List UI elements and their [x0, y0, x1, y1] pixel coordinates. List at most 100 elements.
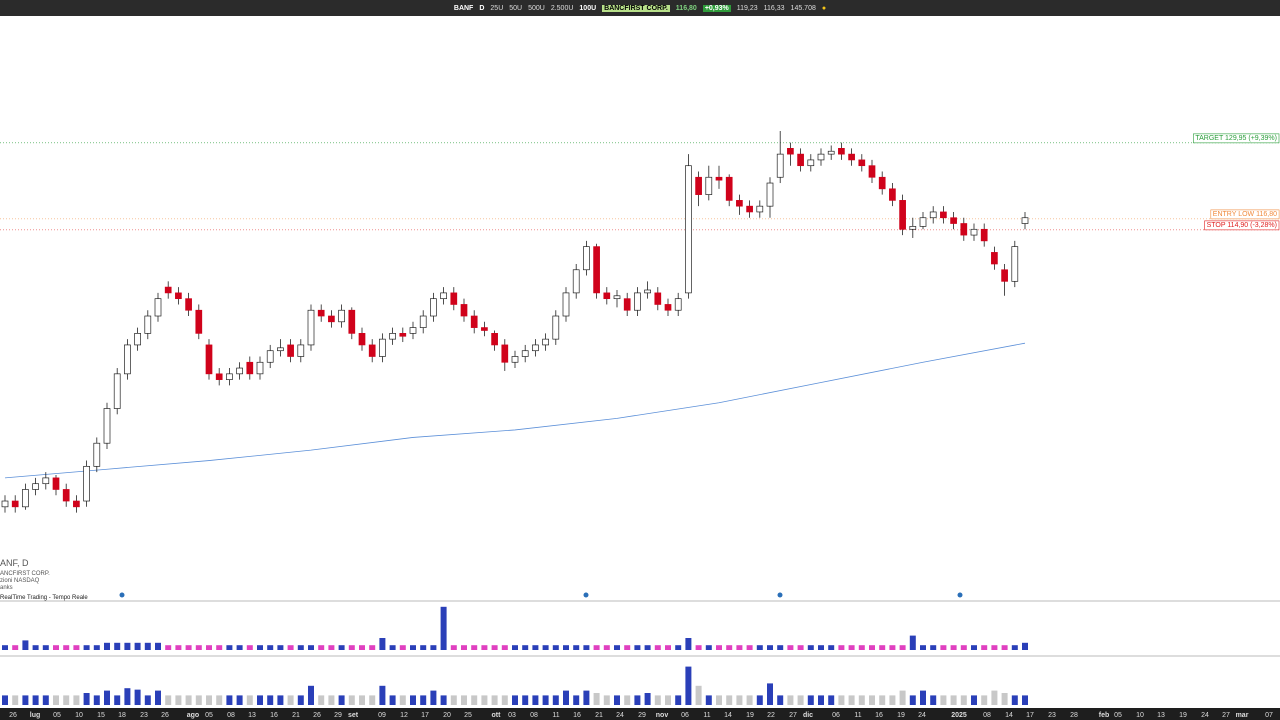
volume-bar [899, 690, 906, 705]
volume-bar [440, 606, 447, 650]
volume-bar [399, 695, 406, 705]
candle-body [226, 373, 233, 380]
volume-bar [705, 695, 712, 705]
candle-body [766, 182, 774, 207]
x-tick-label: 08 [227, 712, 235, 719]
candle-body [634, 292, 641, 311]
candle-body [307, 309, 315, 346]
interval[interactable]: D [479, 4, 485, 12]
volume-bar [726, 695, 733, 705]
candle-body [919, 217, 927, 227]
volume-bar [1022, 695, 1028, 705]
volume-bar [501, 695, 508, 705]
volume-bar [185, 645, 192, 650]
candle-body [338, 309, 345, 323]
candle-body [797, 153, 804, 167]
x-tick-label: 05 [53, 712, 61, 719]
volume-bar [12, 645, 19, 650]
volume-bar [991, 690, 998, 705]
volume-bar [848, 645, 855, 650]
volume-bar [685, 666, 692, 705]
volume-bar [889, 695, 896, 705]
volume-bar [685, 638, 692, 650]
size-select[interactable]: 100U [579, 4, 597, 12]
volume-bar [981, 645, 988, 650]
volume-bar [144, 695, 151, 705]
candle-body [297, 344, 305, 357]
candle-body [838, 148, 845, 155]
volume-bar [216, 695, 223, 705]
volume-bar [726, 645, 733, 650]
symbol[interactable]: BANF [453, 4, 474, 12]
volume-bar [807, 695, 814, 705]
volume-bar [716, 695, 722, 705]
level-box [1193, 133, 1280, 144]
candle-body [613, 295, 621, 300]
x-tick-label: 21 [595, 712, 603, 719]
x-tick-label: 23 [140, 712, 148, 719]
x-tick-label: 16 [270, 712, 278, 719]
volume-bar [359, 645, 365, 650]
volume-bar [797, 695, 804, 705]
size-option[interactable]: 50U [509, 4, 523, 12]
candle-body [419, 315, 427, 328]
volume-bar [644, 645, 651, 650]
x-tick-label: 17 [1026, 712, 1034, 719]
volume-bar [920, 645, 926, 650]
x-tick-label: 21 [292, 712, 300, 719]
candle-body [42, 477, 50, 485]
x-tick-label: 11 [703, 712, 710, 719]
candle-body [532, 344, 539, 352]
x-tick-label: 13 [248, 712, 256, 719]
candle-body [460, 304, 468, 317]
volume-bar [318, 695, 325, 705]
x-tick-label: ago [187, 712, 199, 719]
volume-bar [165, 645, 172, 650]
volume-bar [32, 645, 39, 650]
volume-bar [461, 695, 467, 705]
volume-bar [940, 695, 947, 705]
x-tick-label: 11 [552, 712, 559, 719]
candle-body [991, 252, 998, 265]
volume-bar [257, 695, 263, 705]
candle-body [603, 292, 611, 300]
candle-body [440, 292, 447, 300]
volume-bar [348, 695, 355, 705]
volume-bar [22, 640, 29, 650]
candle-body [22, 489, 29, 508]
candle-body [266, 350, 274, 363]
volume-bar [971, 645, 977, 650]
volume-bar [797, 645, 804, 650]
volume-bar [644, 693, 651, 705]
candle-body [827, 150, 835, 155]
x-tick-label: 05 [205, 712, 213, 719]
price: 116,80 [675, 4, 697, 12]
size-option[interactable]: 500U [528, 4, 545, 12]
candle-body [889, 188, 896, 201]
candle-body [644, 289, 651, 294]
toolbar: BANF D 25U 50U 500U 2.500U 100U BANCFIRS… [0, 0, 1280, 16]
x-tick-label: 07 [1265, 712, 1273, 719]
candle-body [552, 315, 560, 340]
size-option[interactable]: 25U [490, 4, 504, 12]
volume-bar [522, 695, 529, 705]
candle-body [756, 205, 764, 213]
size-option[interactable]: 2.500U [550, 4, 574, 12]
volume-bar [828, 645, 835, 650]
volume-bar [593, 645, 600, 650]
volume-bar [308, 685, 314, 705]
volume-bar [32, 695, 39, 705]
candle-body [1, 500, 9, 508]
volume-bar [705, 645, 712, 650]
candle-body [929, 211, 937, 219]
volume-bar [746, 695, 753, 705]
volume-bar [1022, 642, 1028, 650]
candle-body [154, 298, 162, 317]
volume-bar [93, 645, 100, 650]
volume-bar [450, 645, 457, 650]
volume-bar [614, 695, 620, 705]
volume-bar [563, 690, 569, 705]
candle-body [83, 465, 90, 502]
candle-body [93, 442, 101, 467]
x-tick-label: 17 [421, 712, 429, 719]
